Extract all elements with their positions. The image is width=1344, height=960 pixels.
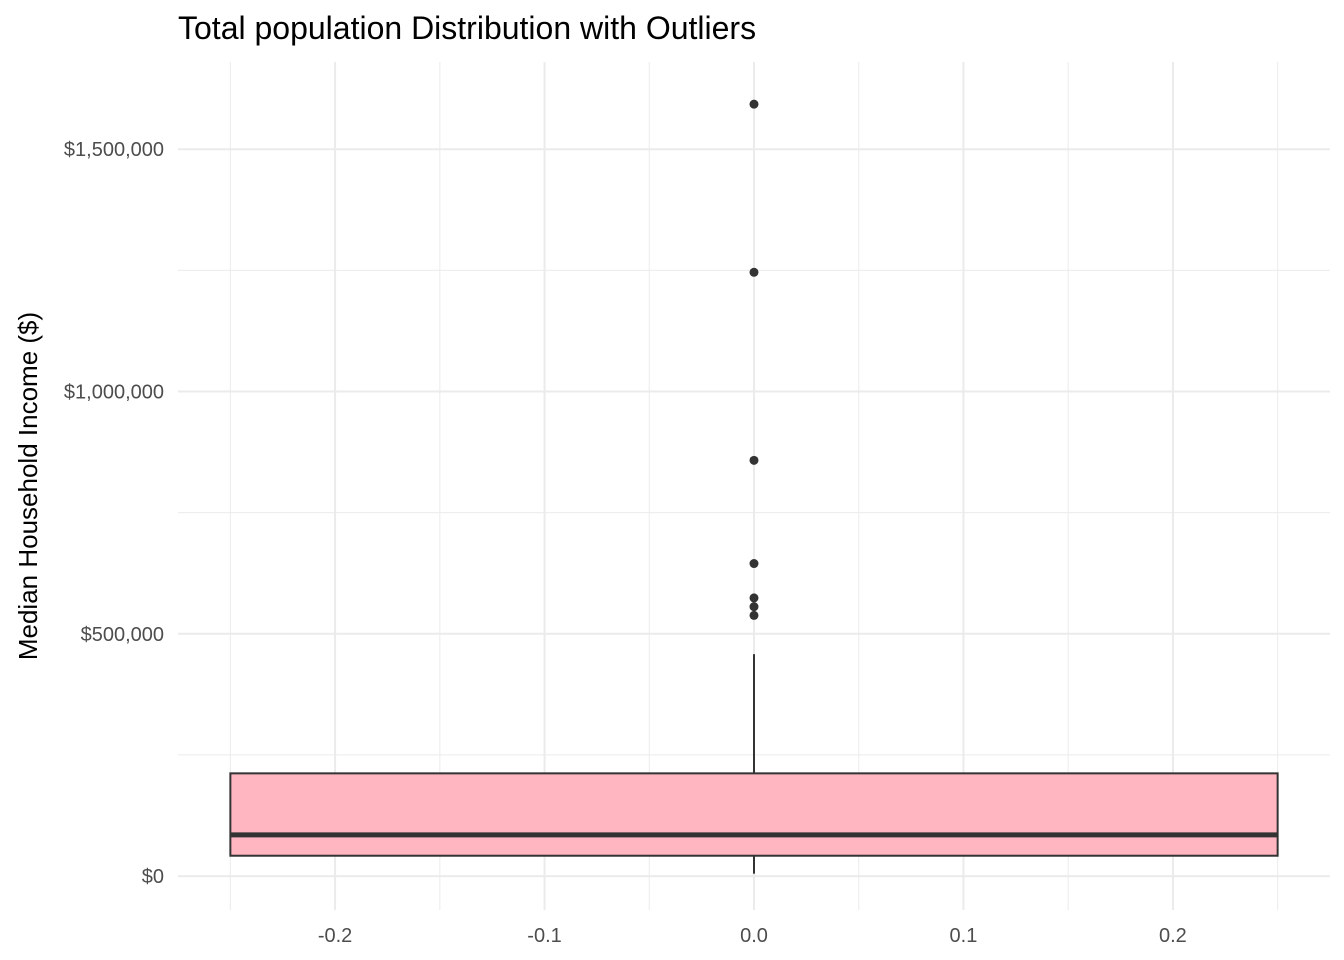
outlier-point xyxy=(749,602,759,612)
y-tick-label: $0 xyxy=(142,866,164,888)
x-tick-label: 0.2 xyxy=(1159,925,1187,947)
x-tick-label: -0.1 xyxy=(527,925,561,947)
outlier-point xyxy=(749,593,759,603)
box-layer xyxy=(229,654,1279,874)
outlier-point xyxy=(749,559,759,569)
y-tick-label: $1,500,000 xyxy=(64,139,164,161)
y-axis-title: Median Household Income ($) xyxy=(13,312,43,660)
y-tick-label: $1,000,000 xyxy=(64,382,164,404)
outlier-point xyxy=(749,610,759,620)
outlier-point xyxy=(749,455,759,465)
outlier-layer xyxy=(749,99,759,620)
outlier-point xyxy=(749,267,759,277)
y-tick-label: $500,000 xyxy=(81,624,164,646)
x-tick-labels: -0.2 -0.1 0.0 0.1 0.2 xyxy=(318,925,1187,947)
grid-layer xyxy=(178,62,1330,910)
x-tick-label: -0.2 xyxy=(318,925,352,947)
iqr-box xyxy=(229,772,1279,857)
outlier-point xyxy=(749,99,759,109)
y-tick-labels: $0 $500,000 $1,000,000 $1,500,000 xyxy=(64,139,164,888)
chart-title: Total population Distribution with Outli… xyxy=(178,10,757,46)
x-tick-label: 0.0 xyxy=(740,925,768,947)
x-tick-label: 0.1 xyxy=(950,925,978,947)
